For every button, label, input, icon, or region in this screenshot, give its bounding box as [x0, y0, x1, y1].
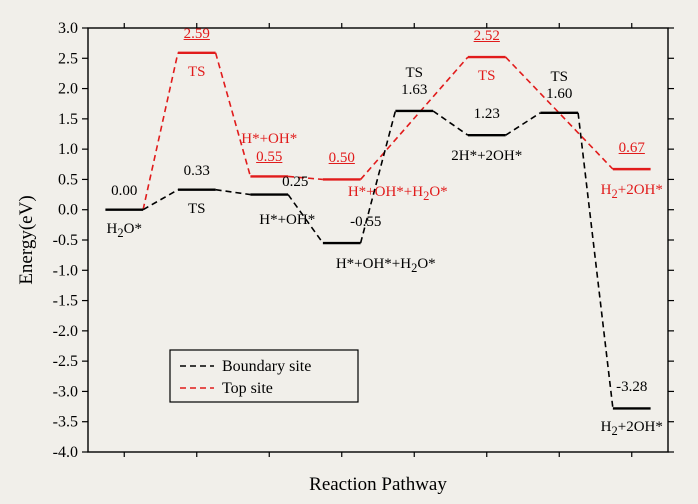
- boundary-name-0: H2O*: [107, 221, 142, 241]
- svg-text:-0.5: -0.5: [53, 232, 78, 249]
- svg-text:-1.5: -1.5: [53, 293, 78, 310]
- legend-item-top: Top site: [222, 380, 273, 397]
- svg-text:-1.0: -1.0: [53, 262, 78, 279]
- boundary-name-5: 2H*+2OH*: [451, 148, 522, 165]
- svg-text:-3.5: -3.5: [53, 414, 78, 431]
- top-value-2: 0.55: [256, 149, 282, 166]
- chart-canvas: -4.0 -3.5 -3.0 -2.5 -2.0 -1.5 -1.0 -0.5 0.0 0.5 1.…: [0, 0, 698, 504]
- boundary-value-0: 0.00: [111, 183, 137, 200]
- boundary-value-5: 1.23: [474, 106, 500, 123]
- energy-diagram-chart: -4.0 -3.5 -3.0 -2.5 -2.0 -1.5 -1.0 -0.5 0.0 0.5 1.…: [0, 0, 698, 504]
- svg-text:1.5: 1.5: [58, 111, 78, 128]
- boundary-name-3: H*+OH*+H2O*: [336, 256, 436, 276]
- top-value-3: 0.50: [329, 150, 355, 167]
- boundary-name-1: TS: [188, 201, 206, 218]
- top-value-5: 2.52: [474, 28, 500, 45]
- top-name-2: H*+OH*: [241, 131, 297, 148]
- svg-text:Reaction Pathway: Reaction Pathway: [309, 474, 447, 495]
- boundary-name-6: TS: [550, 69, 568, 86]
- top-value-7: 0.67: [619, 140, 645, 157]
- boundary-name-2: H*+OH*: [259, 212, 315, 229]
- svg-text:2.5: 2.5: [58, 50, 78, 67]
- svg-text:-3.0: -3.0: [53, 383, 78, 400]
- boundary-name-7: H2+2OH*: [601, 419, 663, 439]
- svg-text:0.0: 0.0: [58, 202, 78, 219]
- svg-text:1.0: 1.0: [58, 141, 78, 158]
- svg-text:0.5: 0.5: [58, 171, 78, 188]
- top-name-7: H2+2OH*: [601, 182, 663, 202]
- boundary-value-6: 1.60: [546, 86, 572, 103]
- boundary-value-1: 0.33: [184, 163, 210, 180]
- svg-text:Energy(eV): Energy(eV): [16, 195, 37, 284]
- top-name-1: TS: [188, 64, 206, 81]
- top-name-5: TS: [478, 68, 496, 85]
- svg-text:-4.0: -4.0: [53, 444, 78, 461]
- svg-text:-2.5: -2.5: [53, 353, 78, 370]
- svg-text:-2.0: -2.0: [53, 323, 78, 340]
- legend-item-boundary: Boundary site: [222, 358, 311, 375]
- svg-text:2.0: 2.0: [58, 81, 78, 98]
- svg-text:3.0: 3.0: [58, 20, 78, 37]
- boundary-name-4: TS: [405, 65, 423, 82]
- top-value-1: 2.59: [184, 26, 210, 43]
- boundary-value-4: 1.63: [401, 82, 427, 99]
- boundary-value-7: -3.28: [616, 379, 647, 396]
- top-name-3: H*+OH*+H2O*: [348, 184, 448, 204]
- boundary-value-3: -0.55: [350, 214, 381, 231]
- boundary-value-2: 0.25: [282, 174, 308, 191]
